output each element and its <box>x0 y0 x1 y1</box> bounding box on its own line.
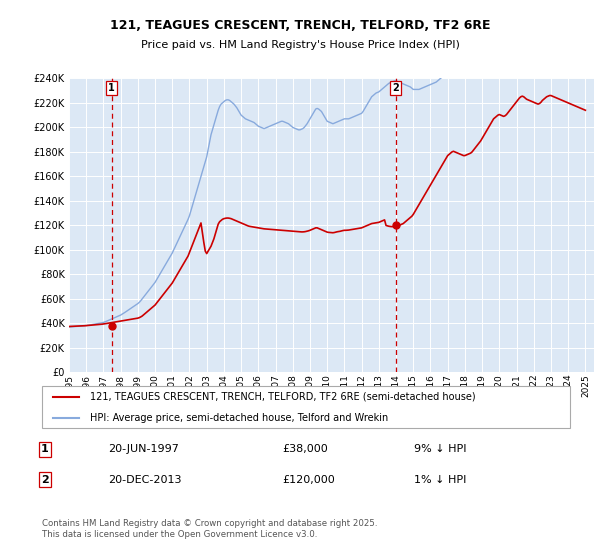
Text: HPI: Average price, semi-detached house, Telford and Wrekin: HPI: Average price, semi-detached house,… <box>89 413 388 423</box>
Text: 9% ↓ HPI: 9% ↓ HPI <box>414 444 467 454</box>
Text: 1: 1 <box>41 444 49 454</box>
Text: 1% ↓ HPI: 1% ↓ HPI <box>414 475 466 485</box>
Text: £120,000: £120,000 <box>282 475 335 485</box>
Text: 2: 2 <box>41 475 49 485</box>
Text: 1: 1 <box>108 83 115 93</box>
Text: 20-JUN-1997: 20-JUN-1997 <box>108 444 179 454</box>
Text: 2: 2 <box>392 83 399 93</box>
Text: Price paid vs. HM Land Registry's House Price Index (HPI): Price paid vs. HM Land Registry's House … <box>140 40 460 50</box>
Text: 121, TEAGUES CRESCENT, TRENCH, TELFORD, TF2 6RE (semi-detached house): 121, TEAGUES CRESCENT, TRENCH, TELFORD, … <box>89 392 475 402</box>
Text: £38,000: £38,000 <box>282 444 328 454</box>
Text: Contains HM Land Registry data © Crown copyright and database right 2025.
This d: Contains HM Land Registry data © Crown c… <box>42 520 377 539</box>
Text: 20-DEC-2013: 20-DEC-2013 <box>108 475 182 485</box>
FancyBboxPatch shape <box>42 386 570 428</box>
Text: 121, TEAGUES CRESCENT, TRENCH, TELFORD, TF2 6RE: 121, TEAGUES CRESCENT, TRENCH, TELFORD, … <box>110 18 490 32</box>
